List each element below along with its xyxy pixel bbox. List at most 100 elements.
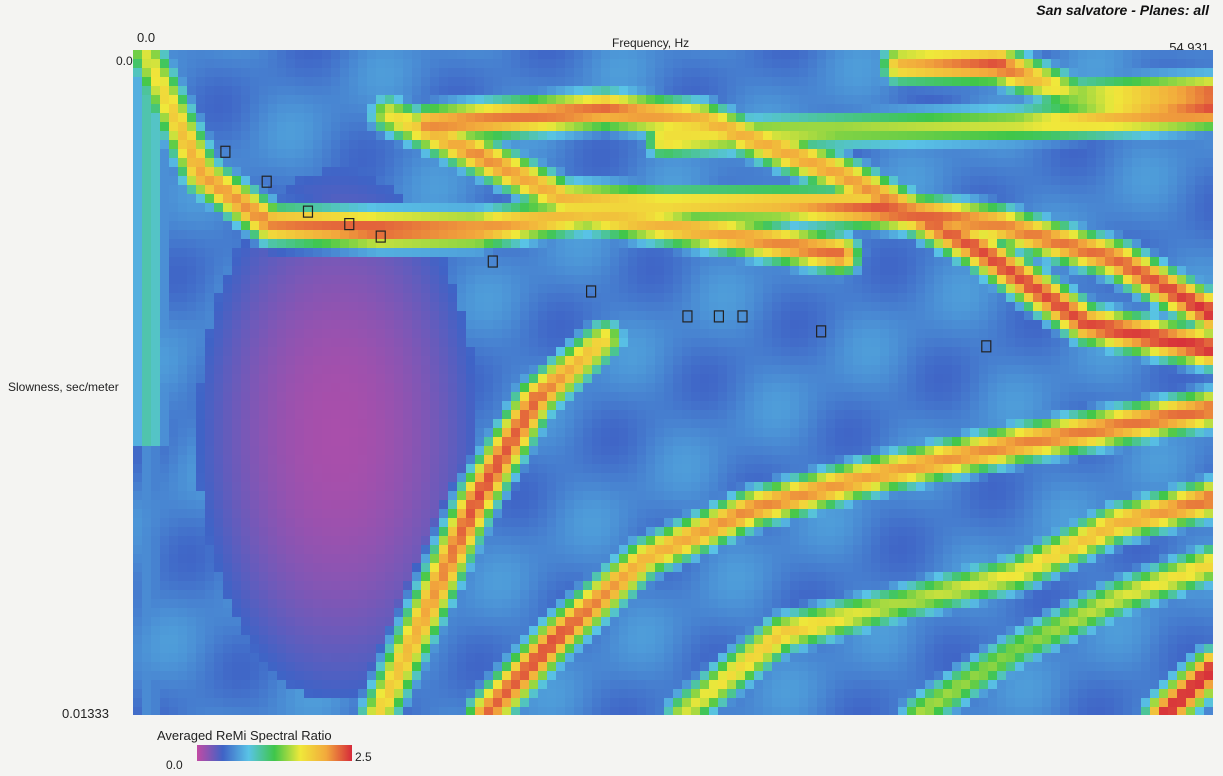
heatmap-cell: [880, 59, 890, 69]
heatmap-cell: [664, 194, 674, 204]
heatmap-cell: [268, 275, 278, 285]
heatmap-cell: [592, 221, 602, 231]
heatmap-cell: [763, 302, 773, 312]
heatmap-cell: [412, 347, 422, 357]
heatmap-cell: [214, 113, 224, 123]
heatmap-cell: [313, 185, 323, 195]
heatmap-cell: [1186, 275, 1196, 285]
heatmap-cell: [358, 149, 368, 159]
heatmap-cell: [358, 212, 368, 222]
heatmap-cell: [457, 176, 467, 186]
heatmap-cell: [520, 59, 530, 69]
heatmap-cell: [277, 149, 287, 159]
heatmap-cell: [988, 257, 998, 267]
heatmap-cell: [1024, 59, 1034, 69]
heatmap-cell: [916, 149, 926, 159]
heatmap-cell: [1204, 383, 1213, 393]
heatmap-cell: [187, 86, 197, 96]
heatmap-cell: [502, 113, 512, 123]
heatmap-cell: [565, 401, 575, 411]
heatmap-cell: [133, 239, 143, 249]
heatmap-cell: [394, 104, 404, 114]
heatmap-cell: [484, 248, 494, 258]
heatmap-cell: [1105, 203, 1115, 213]
heatmap-cell: [1087, 392, 1097, 402]
heatmap-cell: [574, 419, 584, 429]
heatmap-cell: [169, 131, 179, 141]
heatmap-cell: [646, 239, 656, 249]
heatmap-cell: [1087, 383, 1097, 393]
heatmap-cell: [1015, 365, 1025, 375]
heatmap-cell: [808, 329, 818, 339]
heatmap-cell: [1195, 113, 1205, 123]
heatmap-cell: [1105, 284, 1115, 294]
heatmap-cell: [1195, 257, 1205, 267]
heatmap-cell: [961, 248, 971, 258]
heatmap-cell: [817, 104, 827, 114]
heatmap-cell: [718, 158, 728, 168]
heatmap-cell: [637, 302, 647, 312]
heatmap-cell: [907, 392, 917, 402]
heatmap-cell: [250, 122, 260, 132]
heatmap-cell: [493, 86, 503, 96]
heatmap-cell: [664, 266, 674, 276]
heatmap-cell: [1177, 158, 1187, 168]
heatmap-cell: [1195, 95, 1205, 105]
heatmap-cell: [943, 194, 953, 204]
heatmap-cell: [619, 410, 629, 420]
heatmap-cell: [349, 392, 359, 402]
heatmap-cell: [736, 50, 746, 60]
heatmap-cell: [187, 419, 197, 429]
heatmap-cell: [268, 266, 278, 276]
heatmap-cell: [556, 401, 566, 411]
heatmap-cell: [934, 149, 944, 159]
heatmap-cell: [1069, 167, 1079, 177]
heatmap-cell: [772, 167, 782, 177]
heatmap-cell: [322, 239, 332, 249]
heatmap-cell: [835, 113, 845, 123]
heatmap-cell: [583, 77, 593, 87]
heatmap-cell: [898, 221, 908, 231]
heatmap-cell: [277, 302, 287, 312]
heatmap-cell: [412, 365, 422, 375]
heatmap-cell: [943, 230, 953, 240]
heatmap-cell: [376, 293, 386, 303]
heatmap-cell: [511, 293, 521, 303]
heatmap-cell: [241, 311, 251, 321]
heatmap-cell: [952, 59, 962, 69]
heatmap-cell: [133, 302, 143, 312]
heatmap-cell: [925, 257, 935, 267]
heatmap-cell: [511, 86, 521, 96]
heatmap-cell: [691, 221, 701, 231]
heatmap-cell: [178, 176, 188, 186]
heatmap-cell: [1150, 275, 1160, 285]
heatmap-cell: [772, 203, 782, 213]
heatmap-cell: [430, 329, 440, 339]
heatmap-cell: [772, 275, 782, 285]
heatmap-cell: [1060, 347, 1070, 357]
heatmap-cell: [844, 266, 854, 276]
heatmap-cell: [862, 356, 872, 366]
heatmap-cell: [385, 383, 395, 393]
heatmap-cell: [340, 212, 350, 222]
heatmap-cell: [637, 185, 647, 195]
heatmap-cell: [160, 374, 170, 384]
heatmap-cell: [1033, 320, 1043, 330]
heatmap-cell: [1186, 221, 1196, 231]
heatmap-cell: [1033, 167, 1043, 177]
heatmap-cell: [907, 275, 917, 285]
heatmap-cell: [772, 77, 782, 87]
heatmap-cell: [1177, 347, 1187, 357]
heatmap-cell: [655, 68, 665, 78]
heatmap-cell: [430, 176, 440, 186]
heatmap-plot-area[interactable]: [133, 50, 1213, 715]
heatmap-cell: [556, 104, 566, 114]
heatmap-cell: [1078, 203, 1088, 213]
heatmap-cell: [439, 302, 449, 312]
heatmap-cell: [952, 365, 962, 375]
heatmap-cell: [232, 95, 242, 105]
heatmap-cell: [448, 401, 458, 411]
heatmap-cell: [628, 167, 638, 177]
heatmap-cell: [907, 284, 917, 294]
heatmap-cell: [853, 410, 863, 420]
